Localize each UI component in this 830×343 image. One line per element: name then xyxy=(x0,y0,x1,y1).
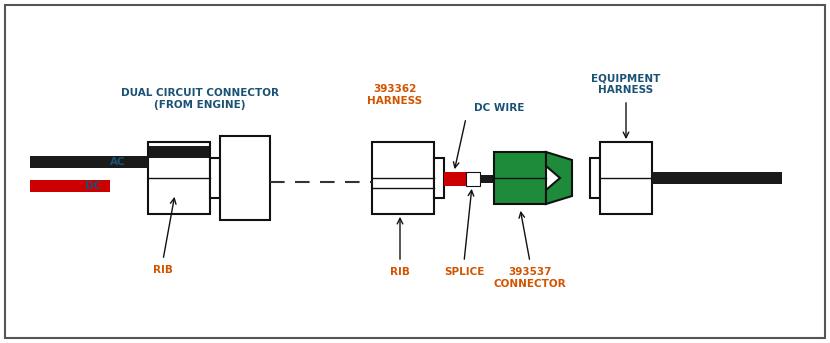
Text: RIB: RIB xyxy=(390,267,410,277)
Bar xyxy=(210,158,220,198)
Text: EQUIPMENT
HARNESS: EQUIPMENT HARNESS xyxy=(591,73,661,95)
Bar xyxy=(466,172,480,186)
Text: SPLICE: SPLICE xyxy=(444,267,484,277)
Bar xyxy=(148,142,210,214)
Bar xyxy=(434,158,444,198)
Polygon shape xyxy=(546,152,572,204)
Bar xyxy=(220,136,270,220)
Bar xyxy=(466,172,480,186)
Bar xyxy=(590,158,600,198)
Text: DUAL CIRCUIT CONNECTOR
(FROM ENGINE): DUAL CIRCUIT CONNECTOR (FROM ENGINE) xyxy=(121,88,279,110)
Bar xyxy=(494,152,546,204)
Text: DC WIRE: DC WIRE xyxy=(474,103,525,113)
Bar xyxy=(494,152,546,204)
Text: DC: DC xyxy=(85,181,101,191)
Bar xyxy=(600,142,652,214)
Bar xyxy=(652,172,782,184)
Text: RIB: RIB xyxy=(153,265,173,275)
Bar xyxy=(480,175,494,183)
Bar xyxy=(149,146,209,158)
Text: AC: AC xyxy=(110,157,125,167)
Bar xyxy=(30,156,148,168)
Bar xyxy=(444,172,466,186)
Bar xyxy=(372,142,434,214)
Text: 393537
CONNECTOR: 393537 CONNECTOR xyxy=(494,267,566,288)
Bar xyxy=(30,180,110,192)
Text: 393362
HARNESS: 393362 HARNESS xyxy=(368,84,422,106)
